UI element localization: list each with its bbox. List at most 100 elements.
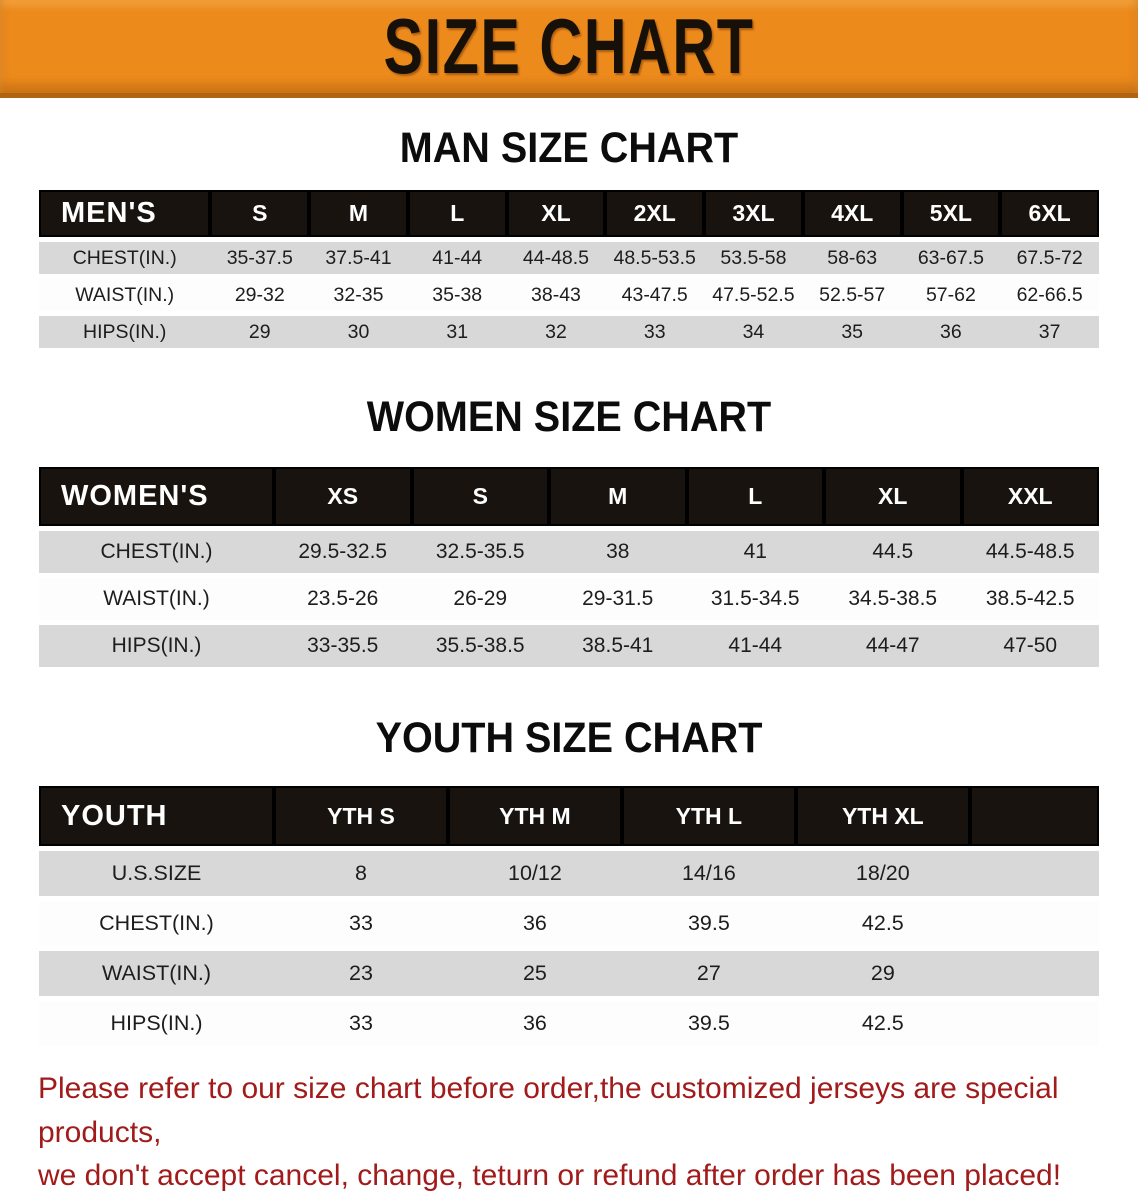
spacer-cell [969, 951, 1099, 996]
table-corner-label: MEN'S [39, 190, 211, 237]
size-column-header: XXL [961, 467, 1099, 526]
size-value-cell: 29.5-32.5 [274, 531, 412, 573]
size-value-cell: 63-67.5 [901, 242, 1001, 274]
size-value-cell: 14/16 [621, 851, 796, 896]
size-value-cell: 47.5-52.5 [704, 279, 803, 311]
row-label-cell: HIPS(IN.) [39, 316, 211, 348]
size-column-header: 6XL [1000, 190, 1099, 237]
table-row: CHEST(IN.) 35-37.5 37.5-41 41-44 44-48.5 48.5… [39, 242, 1099, 274]
size-value-cell: 57-62 [901, 279, 1001, 311]
size-value-cell: 35-37.5 [210, 242, 310, 274]
row-label-cell: WAIST(IN.) [39, 578, 274, 620]
table-row: WAIST(IN.) 29-32 32-35 35-38 38-43 43-47.5 47.… [39, 279, 1099, 311]
row-label-cell: HIPS(IN.) [39, 1001, 274, 1046]
row-label-cell: U.S.SIZE [39, 851, 274, 896]
size-value-cell: 44.5 [824, 531, 962, 573]
size-value-cell: 53.5-58 [704, 242, 803, 274]
size-value-cell: 29 [210, 316, 310, 348]
size-value-cell: 29-32 [210, 279, 310, 311]
disclaimer-text: Please refer to our size chart before or… [38, 1067, 1100, 1198]
table-row: WAIST(IN.) 23 25 27 29 [39, 951, 1099, 996]
table-header-row: YOUTH YTH S YTH M YTH L YTH XL [39, 786, 1099, 846]
size-value-cell: 44.5-48.5 [961, 531, 1099, 573]
size-value-cell: 32.5-35.5 [411, 531, 549, 573]
size-value-cell: 27 [621, 951, 796, 996]
mens-size-table: MEN'S S M L XL 2XL 3XL 4XL 5XL 6XL CHEST(IN.) 35-37… [39, 185, 1099, 353]
size-value-cell: 42.5 [795, 1001, 970, 1046]
size-column-header: 4XL [802, 190, 902, 237]
youth-size-chart-heading: YOUTH SIZE CHART [375, 714, 763, 762]
table-row: HIPS(IN.) 29 30 31 32 33 34 35 36 37 [39, 316, 1099, 348]
table-row: CHEST(IN.) 29.5-32.5 32.5-35.5 38 41 44.5 44.5… [39, 531, 1099, 573]
size-value-cell: 41 [686, 531, 824, 573]
size-value-cell: 35.5-38.5 [411, 625, 549, 667]
spacer-cell [969, 1001, 1099, 1046]
spacer-cell [969, 851, 1099, 896]
size-value-cell: 33-35.5 [274, 625, 412, 667]
table-row: CHEST(IN.) 33 36 39.5 42.5 [39, 901, 1099, 946]
size-value-cell: 18/20 [795, 851, 970, 896]
size-column-header: YTH XL [795, 786, 970, 846]
size-column-header: 2XL [605, 190, 705, 237]
size-value-cell: 39.5 [621, 1001, 796, 1046]
size-column-header: XS [274, 467, 412, 526]
row-label-cell: WAIST(IN.) [39, 951, 274, 996]
size-value-cell: 37.5-41 [309, 242, 408, 274]
size-value-cell: 31.5-34.5 [686, 578, 824, 620]
row-label-cell: HIPS(IN.) [39, 625, 274, 667]
size-value-cell: 32 [506, 316, 606, 348]
size-column-header: S [210, 190, 310, 237]
size-value-cell: 37 [1000, 316, 1099, 348]
size-value-cell: 23.5-26 [274, 578, 412, 620]
table-row: U.S.SIZE 8 10/12 14/16 18/20 [39, 851, 1099, 896]
table-corner-label: WOMEN'S [39, 467, 274, 526]
size-value-cell: 32-35 [309, 279, 408, 311]
page-title: SIZE CHART [383, 2, 755, 90]
size-value-cell: 36 [901, 316, 1001, 348]
spacer-cell [969, 786, 1099, 846]
disclaimer-line-1: Please refer to our size chart before or… [38, 1072, 1059, 1149]
size-value-cell: 30 [309, 316, 408, 348]
size-value-cell: 36 [447, 901, 622, 946]
size-column-header: YTH S [274, 786, 448, 846]
youth-size-table: YOUTH YTH S YTH M YTH L YTH XL U.S.SIZE 8 10/12… [39, 781, 1099, 1051]
size-value-cell: 23 [274, 951, 448, 996]
size-value-cell: 58-63 [802, 242, 902, 274]
size-column-header: L [407, 190, 507, 237]
size-column-header: YTH M [447, 786, 622, 846]
size-value-cell: 33 [274, 901, 448, 946]
size-value-cell: 38.5-42.5 [961, 578, 1099, 620]
size-value-cell: 38-43 [506, 279, 606, 311]
size-value-cell: 44-47 [824, 625, 962, 667]
womens-size-table: WOMEN'S XS S M L XL XXL CHEST(IN.) 29.5-32.5 32.5… [39, 462, 1099, 672]
size-column-header: S [411, 467, 549, 526]
size-value-cell: 33 [274, 1001, 448, 1046]
size-value-cell: 44-48.5 [506, 242, 606, 274]
size-value-cell: 31 [407, 316, 507, 348]
size-value-cell: 62-66.5 [1000, 279, 1099, 311]
size-column-header: XL [824, 467, 962, 526]
size-value-cell: 52.5-57 [802, 279, 902, 311]
women-size-chart-heading: WOMEN SIZE CHART [366, 393, 772, 441]
banner: SIZE CHART [0, 0, 1138, 98]
size-value-cell: 67.5-72 [1000, 242, 1099, 274]
size-value-cell: 8 [274, 851, 448, 896]
table-header-row: MEN'S S M L XL 2XL 3XL 4XL 5XL 6XL [39, 190, 1099, 237]
spacer-cell [969, 901, 1099, 946]
size-value-cell: 41-44 [686, 625, 824, 667]
table-corner-label: YOUTH [39, 786, 274, 846]
row-label-cell: CHEST(IN.) [39, 531, 274, 573]
size-column-header: M [549, 467, 687, 526]
size-column-header: L [686, 467, 824, 526]
size-column-header: YTH L [621, 786, 796, 846]
man-size-chart-heading: MAN SIZE CHART [399, 124, 739, 172]
size-value-cell: 48.5-53.5 [605, 242, 705, 274]
row-label-cell: CHEST(IN.) [39, 242, 211, 274]
size-value-cell: 25 [447, 951, 622, 996]
size-value-cell: 29 [795, 951, 970, 996]
size-value-cell: 26-29 [411, 578, 549, 620]
size-column-header: 3XL [704, 190, 803, 237]
size-column-header: XL [506, 190, 606, 237]
table-header-row: WOMEN'S XS S M L XL XXL [39, 467, 1099, 526]
size-value-cell: 43-47.5 [605, 279, 705, 311]
